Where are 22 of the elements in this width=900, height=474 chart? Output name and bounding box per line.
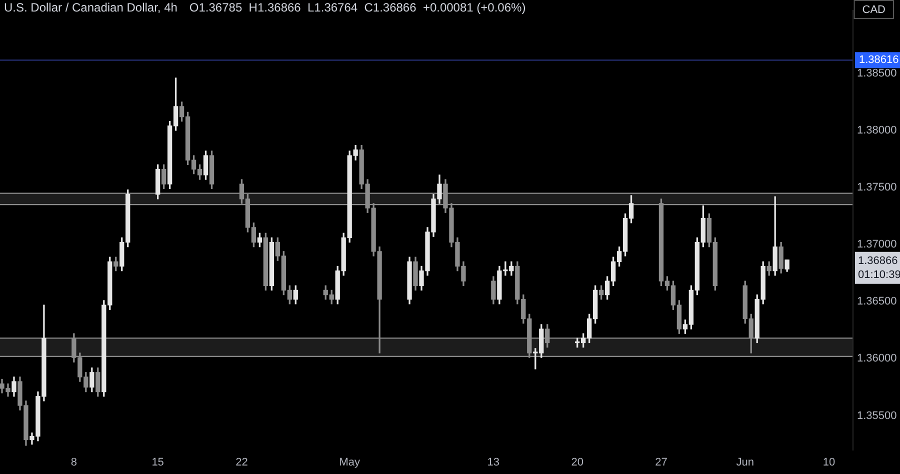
- chart-title: U.S. Dollar / Canadian Dollar, 4h: [4, 0, 178, 14]
- x-tick-label: 22: [236, 456, 248, 469]
- x-tick-label: May: [339, 456, 360, 469]
- text: CAD: [862, 4, 886, 16]
- x-tick-label: 8: [70, 456, 77, 469]
- text: 01:10:39: [858, 268, 900, 281]
- chart-subtitle: O1.36785 H1.36866 L1.36764 C1.36866 +0.00081 (+0.06%): [189, 0, 526, 14]
- y-tick-label: 1.35500: [857, 410, 897, 422]
- x-tick-label: 15: [152, 456, 164, 469]
- x-tick-label: 10: [822, 456, 836, 469]
- x-tick-label: 20: [571, 456, 584, 469]
- y-tick-label: 1.37000: [857, 238, 897, 251]
- y-tick-label: 1.38000: [857, 124, 897, 136]
- y-tick-label: 1.38500: [857, 67, 897, 80]
- y-tick-label: 1.36000: [857, 352, 897, 365]
- x-tick-label: 13: [487, 456, 500, 469]
- ref-line-label: 1.38616: [859, 54, 899, 66]
- x-tick-label: Jun: [736, 456, 754, 469]
- text: 1.36866: [858, 254, 898, 267]
- x-tick-label: 27: [655, 456, 668, 469]
- y-tick-label: 1.37500: [857, 182, 897, 194]
- y-tick-label: 1.36500: [857, 296, 897, 308]
